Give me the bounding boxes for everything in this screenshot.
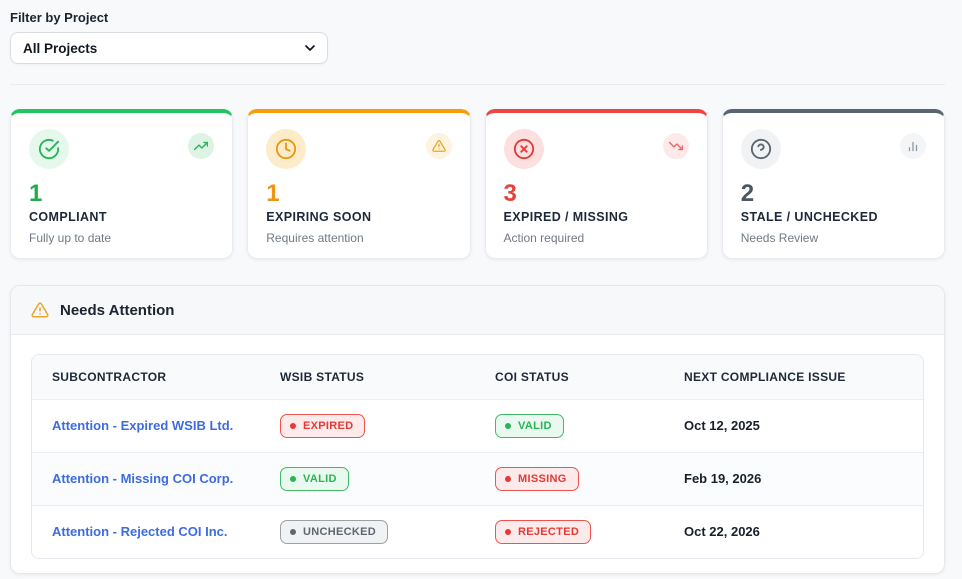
stat-card-stale-unchecked: 2 STALE / UNCHECKED Needs Review bbox=[721, 109, 945, 259]
stat-sublabel: Fully up to date bbox=[29, 231, 112, 246]
bar-chart-icon bbox=[900, 133, 926, 159]
column-header-next-compliance-issue: NEXT COMPLIANCE ISSUE bbox=[684, 369, 846, 384]
project-filter-wrap: All Projects bbox=[10, 32, 328, 64]
status-dot bbox=[505, 422, 511, 429]
x-circle-icon bbox=[503, 129, 544, 169]
subcontractor-link[interactable]: Attention - Missing COI Corp. bbox=[52, 470, 234, 486]
wsib-status-badge: EXPIRED bbox=[280, 413, 366, 438]
status-dot bbox=[505, 475, 511, 482]
badge-label: VALID bbox=[303, 472, 337, 485]
coi-status-badge: MISSING bbox=[495, 466, 579, 491]
table-row: Attention - Expired WSIB Ltd. EXPIRED VA… bbox=[32, 399, 923, 452]
project-filter-select[interactable]: All Projects bbox=[10, 32, 328, 64]
coi-status-badge: REJECTED bbox=[495, 519, 592, 544]
trending-up-icon bbox=[188, 133, 215, 159]
status-dot bbox=[290, 475, 296, 482]
needs-attention-body: SUBCONTRACTOR WSIB STATUS COI STATUS NEX… bbox=[11, 335, 944, 573]
coi-status-badge: VALID bbox=[495, 413, 564, 438]
badge-label: UNCHECKED bbox=[303, 525, 376, 538]
wsib-status-badge: VALID bbox=[280, 466, 349, 491]
next-compliance-date: Feb 19, 2026 bbox=[684, 471, 762, 486]
help-circle-icon bbox=[740, 129, 781, 169]
status-dot bbox=[505, 528, 511, 535]
next-compliance-date: Oct 12, 2025 bbox=[684, 418, 760, 433]
table-row: Attention - Missing COI Corp. VALID MISS… bbox=[32, 452, 923, 505]
clock-icon bbox=[266, 129, 307, 169]
table-row: Attention - Rejected COI Inc. UNCHECKED … bbox=[32, 505, 923, 558]
stat-value: 2 bbox=[740, 180, 755, 207]
trending-down-icon bbox=[662, 133, 689, 159]
alert-triangle-icon bbox=[31, 302, 49, 318]
stat-value: 1 bbox=[29, 180, 43, 207]
subcontractor-link[interactable]: Attention - Rejected COI Inc. bbox=[52, 523, 228, 539]
status-dot bbox=[290, 528, 296, 535]
needs-attention-header: Needs Attention bbox=[11, 286, 944, 335]
badge-label: VALID bbox=[518, 419, 552, 432]
badge-label: EXPIRED bbox=[303, 419, 354, 432]
stat-label: STALE / UNCHECKED bbox=[740, 210, 878, 225]
stat-label: EXPIRING SOON bbox=[266, 210, 372, 225]
filter-label: Filter by Project bbox=[10, 10, 109, 25]
stat-value: 1 bbox=[266, 180, 280, 207]
badge-label: REJECTED bbox=[518, 525, 580, 538]
attention-table: SUBCONTRACTOR WSIB STATUS COI STATUS NEX… bbox=[31, 354, 924, 559]
needs-attention-title: Needs Attention bbox=[60, 301, 175, 319]
column-header-coi-status: COI STATUS bbox=[495, 369, 569, 384]
stat-sublabel: Action required bbox=[503, 231, 585, 246]
stat-label: EXPIRED / MISSING bbox=[503, 210, 629, 225]
column-header-wsib-status: WSIB STATUS bbox=[280, 369, 365, 384]
wsib-status-badge: UNCHECKED bbox=[280, 519, 388, 544]
next-compliance-date: Oct 22, 2026 bbox=[684, 524, 760, 540]
project-filter-section: Filter by Project All Projects bbox=[10, 10, 945, 85]
table-header-row: SUBCONTRACTOR WSIB STATUS COI STATUS NEX… bbox=[32, 355, 923, 399]
stat-card-expired-missing: 3 EXPIRED / MISSING Action required bbox=[484, 109, 708, 259]
stats-row: 1 COMPLIANT Fully up to date 1 EXPIRING … bbox=[10, 109, 945, 259]
badge-label: MISSING bbox=[518, 472, 567, 485]
needs-attention-panel: Needs Attention SUBCONTRACTOR WSIB STATU… bbox=[10, 285, 945, 574]
subcontractor-link[interactable]: Attention - Expired WSIB Ltd. bbox=[52, 417, 234, 433]
stat-card-compliant: 1 COMPLIANT Fully up to date bbox=[10, 109, 234, 259]
stat-card-expiring-soon: 1 EXPIRING SOON Requires attention bbox=[247, 109, 471, 259]
stat-sublabel: Needs Review bbox=[740, 231, 819, 246]
alert-triangle-icon bbox=[425, 133, 452, 159]
stat-value: 3 bbox=[503, 180, 517, 207]
stat-sublabel: Requires attention bbox=[266, 231, 364, 246]
column-header-subcontractor: SUBCONTRACTOR bbox=[52, 369, 167, 384]
check-circle-icon bbox=[29, 129, 69, 169]
stat-label: COMPLIANT bbox=[29, 210, 107, 225]
status-dot bbox=[290, 422, 296, 429]
